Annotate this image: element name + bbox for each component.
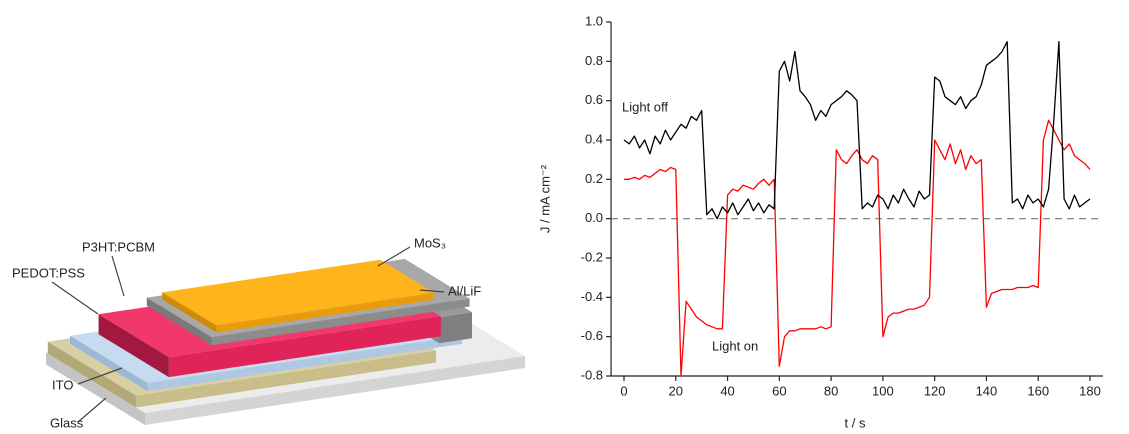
layer-label: MoS₃ [414, 235, 446, 250]
arrow [111, 255, 125, 297]
layer-label: ITO [52, 377, 73, 392]
layer-front [216, 292, 435, 333]
annotation: Light off [622, 99, 668, 114]
y-tick-label: -0.8 [581, 367, 603, 382]
arrow [77, 367, 123, 385]
layer-label: P3HT:PCBM [82, 239, 155, 254]
device-diagram [46, 258, 525, 425]
y-tick-label: 0.2 [585, 171, 603, 186]
data-line [624, 119, 1091, 377]
layer-label: Al/LiF [448, 283, 481, 298]
layer-side [146, 297, 212, 346]
arrow [51, 281, 99, 315]
layer-label: PEDOT:PSS [12, 265, 85, 280]
y-tick-label: -0.6 [581, 328, 603, 343]
layer-front [211, 298, 470, 346]
y-tick-label: -0.2 [581, 249, 603, 264]
x-tick-label: 160 [1027, 383, 1049, 398]
layer-front [145, 356, 525, 425]
layer-side [47, 341, 136, 408]
layer-front [439, 312, 472, 344]
x-tick-label: 120 [924, 383, 946, 398]
x-tick-label: 180 [1079, 383, 1101, 398]
diagram-arrows [51, 246, 445, 423]
annotation: Light on [712, 338, 758, 353]
x-tick-label: 140 [976, 383, 998, 398]
y-tick-label: -0.4 [581, 289, 603, 304]
y-tick-label: 0.0 [585, 210, 603, 225]
layer-side [162, 292, 217, 333]
y-tick-label: 0.4 [585, 131, 603, 146]
x-axis-label: t / s [845, 415, 866, 430]
y-tick-label: 1.0 [585, 13, 603, 28]
x-tick-label: 40 [720, 383, 734, 398]
layer-top [162, 259, 435, 326]
arrow [419, 289, 445, 293]
layer-side [98, 314, 169, 378]
data-line [623, 41, 1091, 220]
x-tick-label: 0 [620, 383, 627, 398]
layer-side [46, 352, 145, 425]
layer-label: Glass [50, 415, 84, 430]
x-tick-label: 80 [824, 383, 838, 398]
layer-front [168, 316, 441, 378]
y-axis-label: J / mA cm⁻² [537, 164, 552, 233]
layer-side [70, 335, 148, 392]
x-tick-label: 60 [772, 383, 786, 398]
x-tick-label: 20 [669, 383, 683, 398]
y-tick-label: 0.8 [585, 53, 603, 68]
y-tick-label: 0.6 [585, 92, 603, 107]
x-tick-label: 100 [872, 383, 894, 398]
arrow [77, 397, 107, 423]
layer-front [147, 335, 463, 392]
layer-front [136, 350, 436, 408]
arrow [377, 246, 411, 267]
